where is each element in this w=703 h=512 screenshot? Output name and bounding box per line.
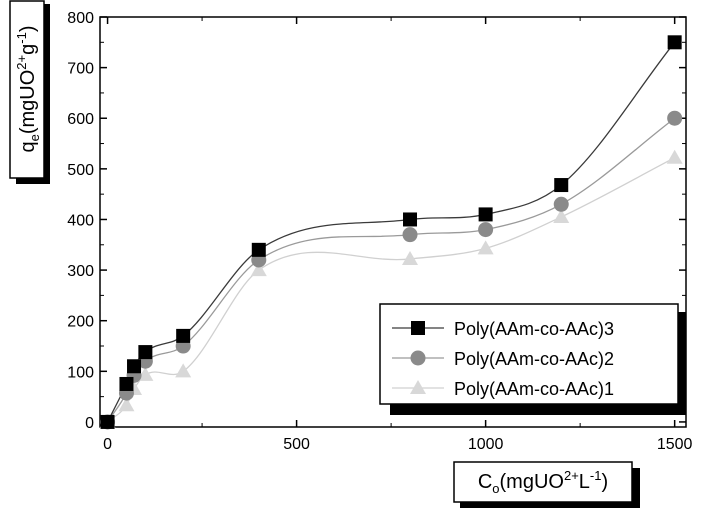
data-point xyxy=(478,222,494,238)
y-tick-label: 300 xyxy=(67,263,94,280)
data-point xyxy=(478,207,493,222)
ylabel-open: (mgUO xyxy=(17,70,39,134)
ylabel-close: ) xyxy=(17,26,39,33)
data-point xyxy=(176,328,191,343)
x-axis-title: Co(mgUO2+L-1) xyxy=(478,468,608,496)
data-point xyxy=(127,359,142,374)
data-point xyxy=(137,366,154,381)
y-tick-label: 200 xyxy=(67,314,94,331)
legend-marker xyxy=(411,321,425,335)
legend-box xyxy=(379,303,679,405)
xlabel-unit: L xyxy=(579,471,590,493)
legend-label: Poly(AAm-co-AAc)2 xyxy=(454,349,614,369)
y-tick-label: 600 xyxy=(67,111,94,128)
xlabel-unit-sup: -1 xyxy=(590,468,602,483)
xlabel-base: C xyxy=(478,471,492,493)
x-tick-label: 0 xyxy=(103,436,112,453)
data-point xyxy=(250,262,267,277)
legend-label: Poly(AAm-co-AAc)3 xyxy=(454,319,614,339)
y-tick-label: 700 xyxy=(67,61,94,78)
xlabel-open: (mgUO xyxy=(500,471,564,493)
legend-marker xyxy=(410,380,426,394)
data-point xyxy=(402,250,419,265)
xlabel-sub: o xyxy=(492,481,499,496)
y-tick-label: 0 xyxy=(85,415,94,432)
data-point xyxy=(403,212,418,227)
y-axis-title: qe(mgUO2+g-1) xyxy=(14,26,42,153)
x-tick-label: 1500 xyxy=(657,436,693,453)
x-axis-title-box xyxy=(453,461,633,503)
data-point xyxy=(402,227,418,243)
data-point xyxy=(119,376,134,391)
x-tick-label: 1000 xyxy=(468,436,504,453)
data-point xyxy=(100,414,115,429)
y-axis-title-box xyxy=(9,0,45,179)
legend-label: Poly(AAm-co-AAc)1 xyxy=(454,379,614,399)
xlabel-close: ) xyxy=(601,471,608,493)
y-tick-label: 100 xyxy=(67,364,94,381)
xlabel-sup: 2+ xyxy=(564,468,579,483)
y-tick-label: 500 xyxy=(67,162,94,179)
data-point xyxy=(667,35,682,50)
data-point xyxy=(666,149,683,164)
ylabel-sup: 2+ xyxy=(14,55,29,70)
ylabel-base: q xyxy=(17,141,39,152)
data-point xyxy=(251,242,266,257)
series-markers xyxy=(99,35,683,430)
data-point xyxy=(667,110,683,126)
ylabel-sub: e xyxy=(27,134,42,141)
data-point xyxy=(554,178,569,193)
x-tick-label: 500 xyxy=(283,436,310,453)
data-point xyxy=(477,240,494,255)
legend-marker xyxy=(410,350,426,366)
data-point xyxy=(553,196,569,212)
axes: 0 100 200 300 400 500 600 700 800 0 500 1000 1500 xyxy=(67,10,692,453)
data-point xyxy=(118,397,135,412)
data-point xyxy=(175,363,192,378)
ylabel-unit-sup: -1 xyxy=(14,32,29,44)
legend: Poly(AAm-co-AAc)3 Poly(AAm-co-AAc)2 Poly(A… xyxy=(379,303,686,415)
x-axis-title-group: Co(mgUO2+L-1) xyxy=(453,461,640,508)
data-point xyxy=(553,208,570,223)
y-tick-label: 400 xyxy=(67,212,94,229)
ylabel-unit: g xyxy=(17,44,39,55)
y-axis-title-group: qe(mgUO2+g-1) xyxy=(9,0,50,184)
data-point xyxy=(138,345,153,360)
y-tick-label: 800 xyxy=(67,10,94,27)
